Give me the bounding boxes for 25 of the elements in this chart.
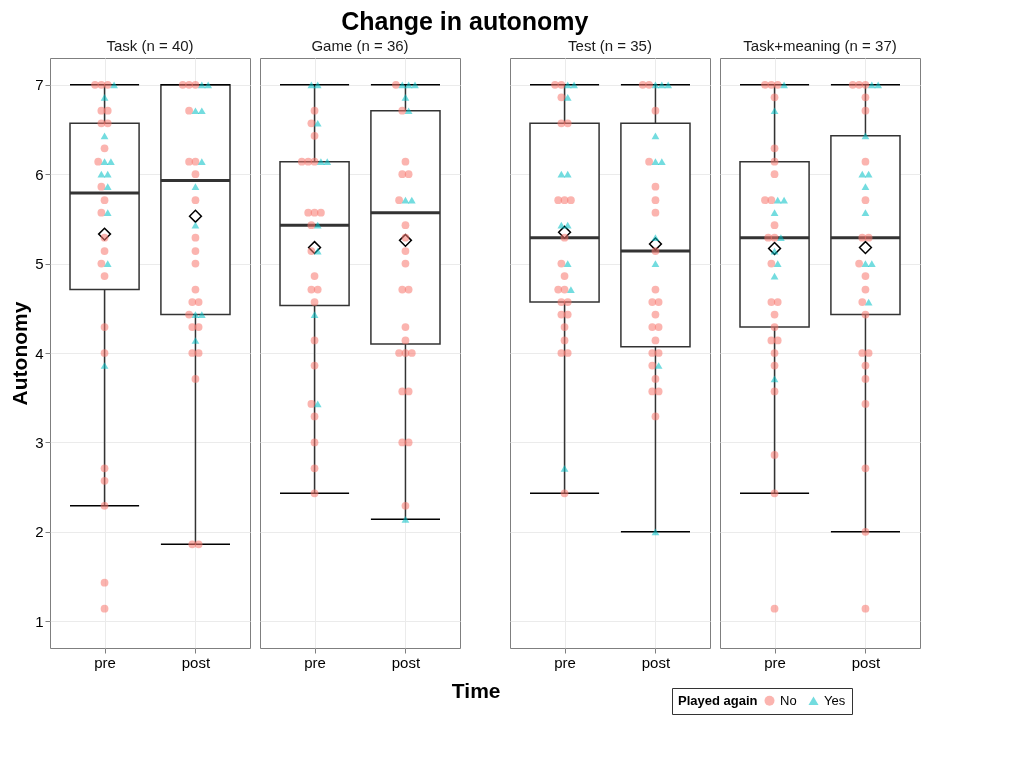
legend-label: No — [780, 692, 797, 708]
legend-title: Played again — [678, 693, 758, 708]
y-tick-label: 7 — [35, 76, 44, 94]
x-tick-label: post — [641, 653, 671, 671]
x-tick-label: pre — [554, 653, 576, 671]
text: Change in autonomy — [341, 6, 589, 35]
x-axis-title: Time — [451, 678, 501, 702]
chart-title: Test (n = 35) — [568, 37, 652, 54]
legend-label: Yes — [824, 692, 846, 708]
y-tick-label: 6 — [35, 165, 44, 183]
x-tick-label: post — [391, 653, 421, 671]
y-tick-label: 1 — [35, 612, 44, 630]
x-tick-label: post — [851, 653, 881, 671]
chart-title: Task (n = 40) — [106, 37, 194, 54]
y-tick-label: 4 — [35, 344, 44, 362]
x-tick-label: pre — [304, 653, 326, 671]
x-tick-label: pre — [94, 653, 116, 671]
y-tick-label: 3 — [35, 433, 44, 451]
chart-title: Game (n = 36) — [311, 37, 409, 54]
x-tick-label: pre — [764, 653, 786, 671]
y-tick-label: 5 — [35, 255, 44, 273]
y-axis-title: Autonomy — [8, 301, 32, 406]
x-tick-label: post — [181, 653, 211, 671]
y-tick-label: 2 — [35, 523, 44, 541]
chart-title: Task+meaning (n = 37) — [743, 37, 897, 54]
